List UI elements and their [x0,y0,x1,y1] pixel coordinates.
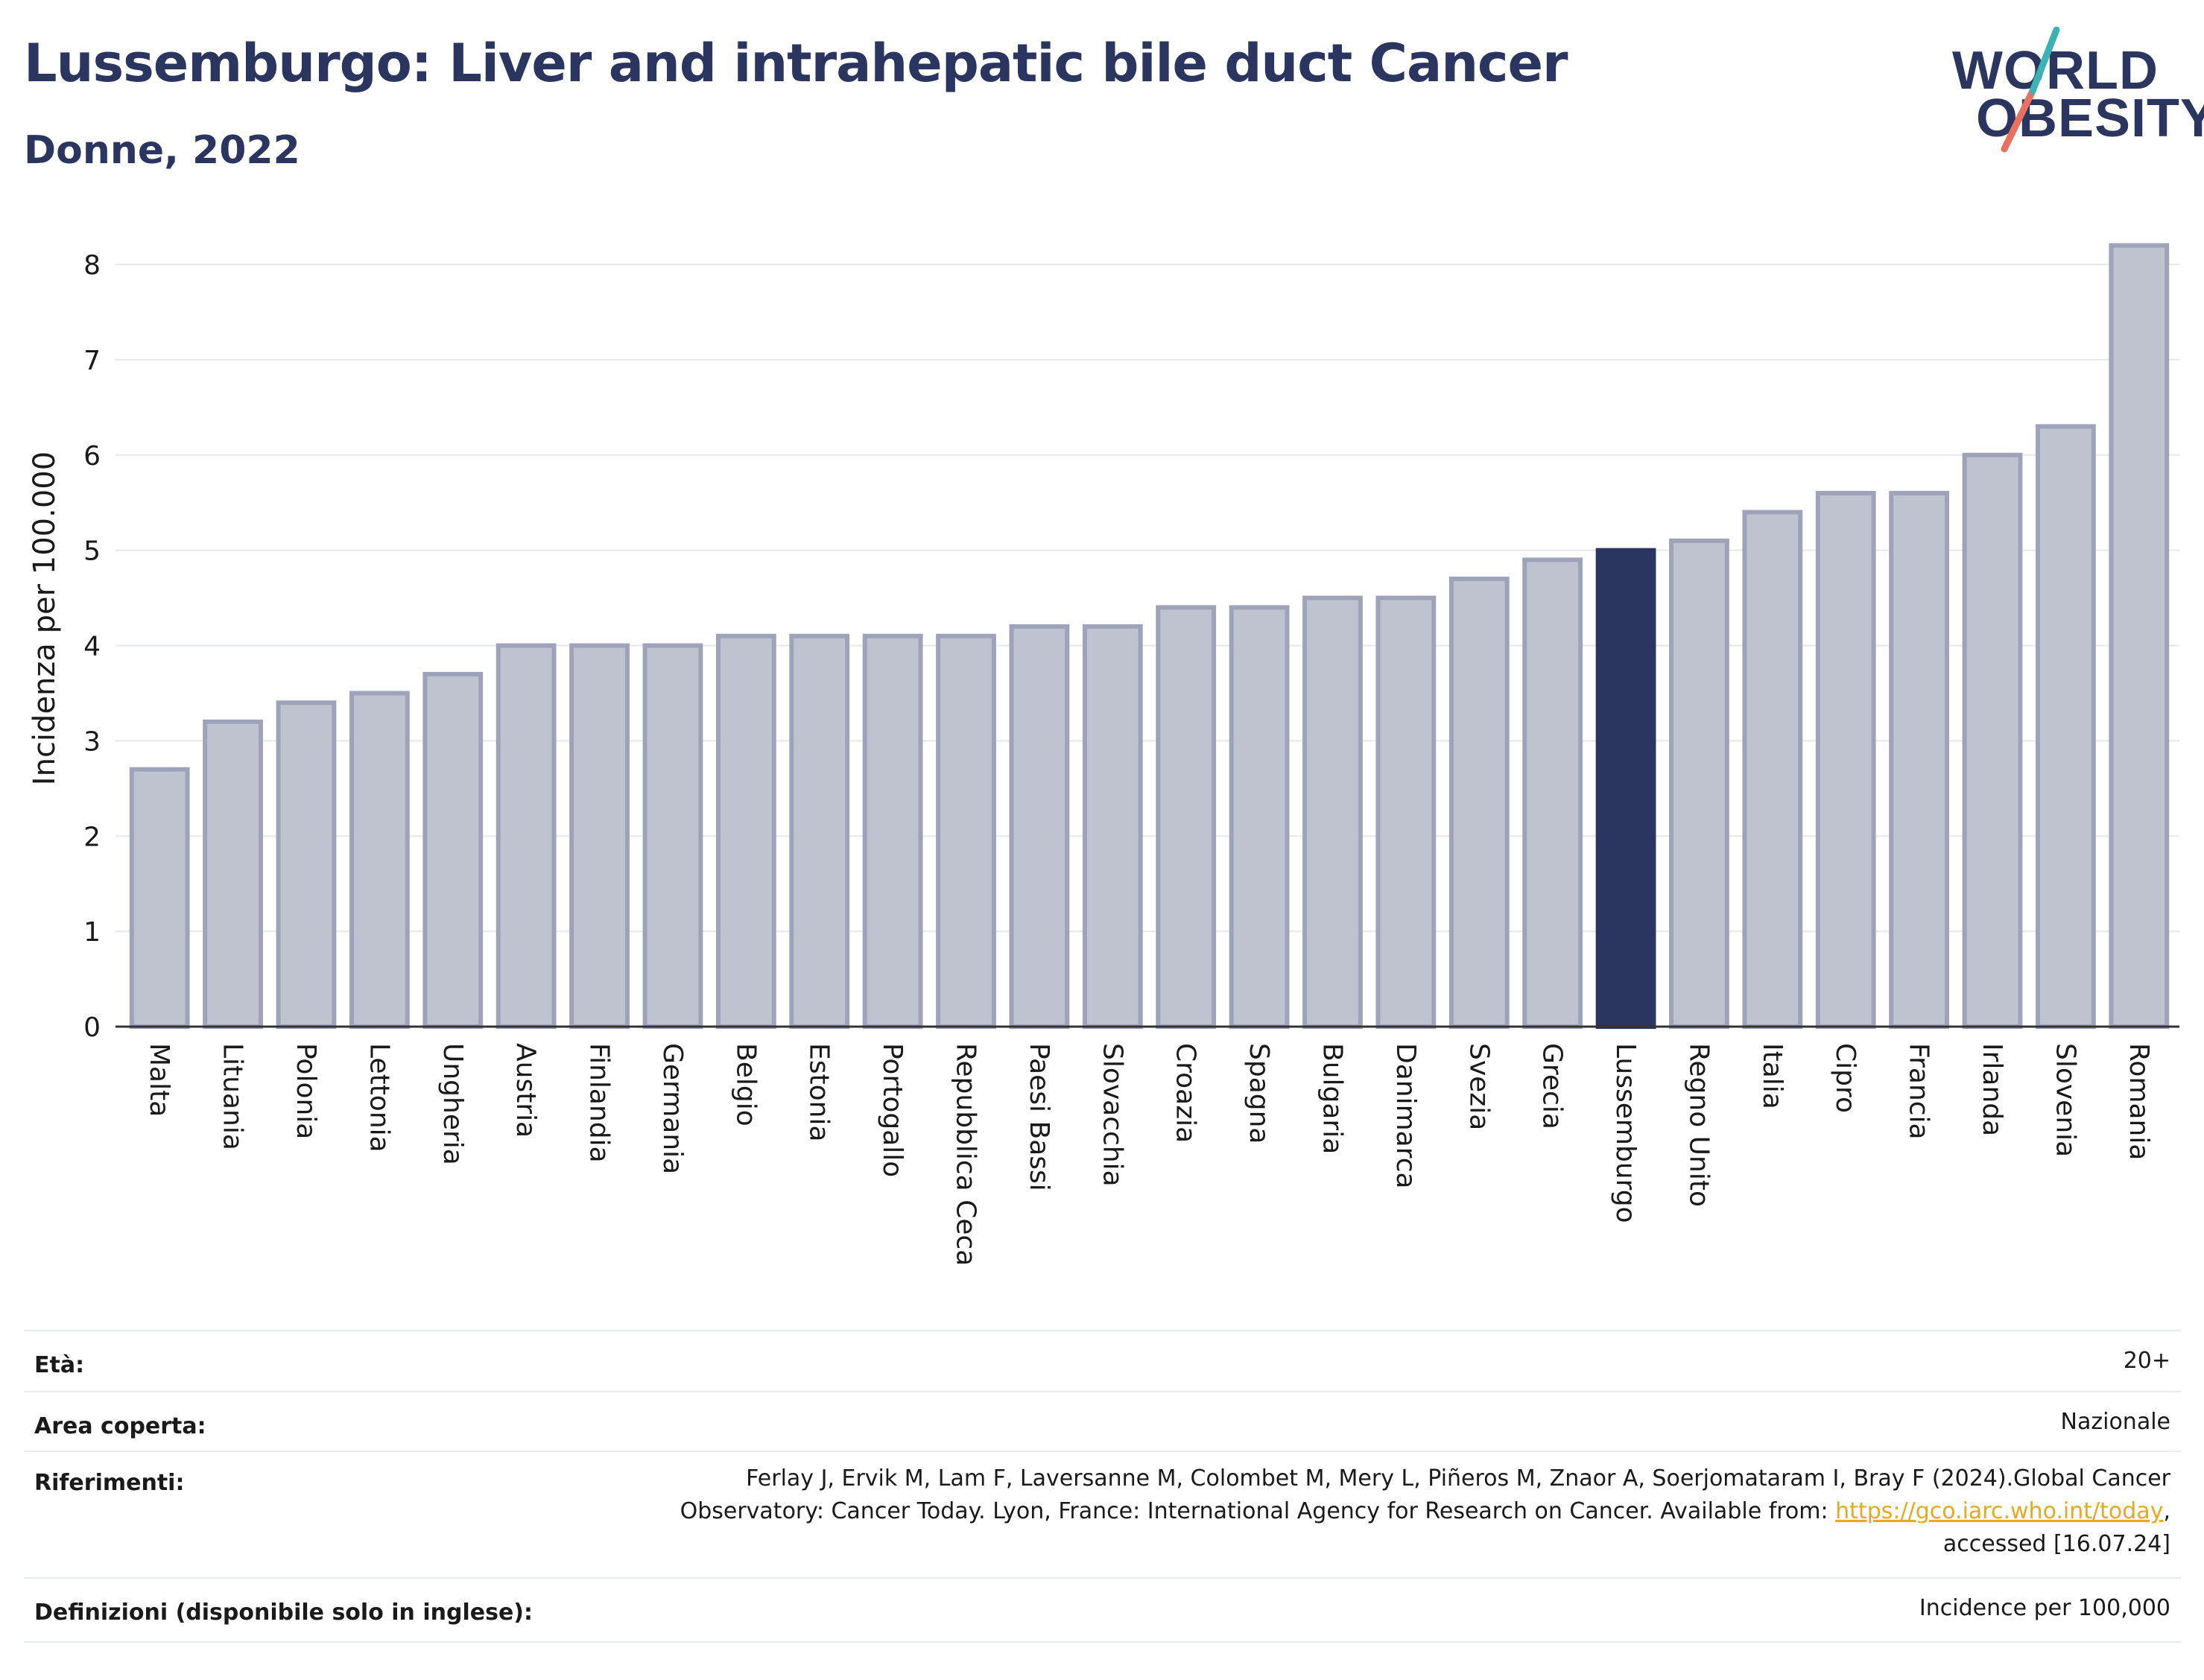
meta-row-references: Riferimenti: Ferlay J, Ervik M, Lam F, L… [24,1451,2181,1579]
y-tick-label: 5 [83,536,101,567]
meta-row-definitions: Definizioni (disponibile solo in inglese… [24,1577,2181,1643]
x-tick-label: Lettonia [364,1043,394,1153]
bar-ungheria[interactable] [422,671,484,1029]
bar-slovacchia[interactable] [1082,624,1143,1029]
meta-ref-line-1: Ferlay J, Ervik M, Lam F, Laversanne M, … [746,1465,2170,1492]
x-tick-label: Austria [510,1043,541,1138]
y-tick-label: 7 [83,346,101,376]
x-tick-label: Bulgaria [1317,1043,1347,1154]
x-tick-label: Romania [2124,1043,2154,1160]
bar-cipro[interactable] [1815,490,1876,1029]
meta-def-value: Incidence per 100,000 [1919,1595,2170,1621]
bar-regno-unito[interactable] [1669,538,1729,1029]
x-tick-label: Regno Unito [1683,1043,1714,1207]
meta-def-label: Definizioni (disponibile solo in inglese… [34,1600,533,1626]
reference-link[interactable]: https://gco.iarc.who.int/today [1835,1498,2164,1524]
bar-lussemburgo[interactable] [1595,548,1656,1029]
bar-paesi-bassi[interactable] [1009,624,1070,1029]
meta-row-area: Area coperta: Nazionale [24,1391,2181,1452]
y-tick-label: 0 [83,1012,101,1043]
bar-grecia[interactable] [1522,557,1583,1030]
x-tick-label: Slovacchia [1097,1043,1127,1187]
chart-title: Lussemburgo: Liver and intrahepatic bile… [24,33,1568,94]
x-tick-label: Spagna [1244,1043,1274,1144]
y-tick-label: 6 [83,441,101,472]
meta-ref-line-2: Observatory: Cancer Today. Lyon, France:… [680,1495,2170,1528]
x-tick-label: Italia [1757,1043,1787,1109]
bar-germania[interactable] [642,643,703,1029]
bar-slovenia[interactable] [2036,424,2096,1029]
meta-ref-value: Ferlay J, Ervik M, Lam F, Laversanne M, … [680,1462,2170,1561]
x-tick-label: Ungheria [437,1043,468,1165]
bar-belgio[interactable] [715,633,776,1029]
bar-bulgaria[interactable] [1302,595,1363,1029]
meta-area-label: Area coperta: [34,1413,206,1439]
y-tick-label: 8 [83,250,101,281]
x-tick-label: Estonia [804,1043,835,1142]
x-tick-label: Svezia [1463,1043,1494,1130]
y-tick-label: 1 [83,917,101,948]
bar-lettonia[interactable] [349,691,410,1029]
meta-age-value: 20+ [2123,1348,2170,1374]
meta-area-value: Nazionale [2060,1409,2170,1435]
bar-croazia[interactable] [1156,605,1217,1029]
bar-portogallo[interactable] [862,633,923,1029]
bar-chart: 0 1 2 3 4 5 6 7 8 Malta Lituania Polonia Lettonia Ung… [83,243,2179,1266]
x-tick-label: Irlanda [1977,1043,2007,1136]
x-tick-label: Germania [657,1043,688,1174]
bar-danimarca[interactable] [1375,595,1437,1029]
x-tick-label: Finlandia [584,1043,615,1163]
bar-lituania[interactable] [203,719,263,1029]
chart-subtitle: Donne, 2022 [24,128,300,173]
meta-age-label: Età: [34,1352,85,1378]
logo-line-1: WORLD [1952,41,2159,101]
x-tick-label: Malta [144,1043,174,1117]
x-tick-label: Belgio [730,1043,761,1126]
meta-ref-line-3: accessed [16.07.24] [1942,1531,2170,1557]
x-tick-label: Lituania [218,1043,248,1150]
x-tick-label: Cipro [1830,1043,1861,1113]
bar-svezia[interactable] [1448,576,1510,1029]
bar-repubblica-ceca[interactable] [936,633,996,1029]
bar-irlanda[interactable] [1962,452,2023,1029]
x-tick-label: Repubblica Ceca [951,1043,981,1266]
x-tick-label: Paesi Bassi [1024,1043,1054,1191]
x-tick-label: Slovenia [2050,1043,2080,1157]
meta-ref-label: Riferimenti: [34,1470,185,1496]
x-tick-label: Francia [1904,1043,1934,1140]
bar-spagna[interactable] [1229,605,1290,1029]
bar-austria[interactable] [495,643,557,1029]
bar-francia[interactable] [1889,490,1950,1029]
y-tick-label: 3 [83,726,101,757]
bar-italia[interactable] [1742,510,1803,1030]
x-tick-label: Portogallo [877,1043,908,1177]
y-tick-label: 4 [83,632,101,662]
bar-malta[interactable] [129,767,190,1029]
bar-polonia[interactable] [276,700,337,1029]
meta-ref-line-2-text: Observatory: Cancer Today. Lyon, France:… [680,1498,1836,1524]
bar-estonia[interactable] [789,633,850,1029]
x-tick-label: Croazia [1171,1043,1201,1143]
y-tick-label: 2 [83,822,101,852]
meta-ref-line-2-end: , [2163,1498,2170,1524]
meta-row-age: Età: 20+ [24,1330,2181,1392]
world-obesity-logo: WORLD OBESITY [1937,27,2204,157]
x-tick-label: Lussemburgo [1610,1043,1641,1223]
logo-slash-icon [2001,27,2060,153]
bar-romania[interactable] [2109,243,2170,1029]
x-tick-label: Polonia [291,1043,321,1139]
bar-finlandia[interactable] [569,643,630,1029]
x-tick-label: Grecia [1537,1043,1568,1129]
x-tick-label: Danimarca [1390,1043,1421,1189]
logo-line-2: OBESITY [1976,89,2204,148]
